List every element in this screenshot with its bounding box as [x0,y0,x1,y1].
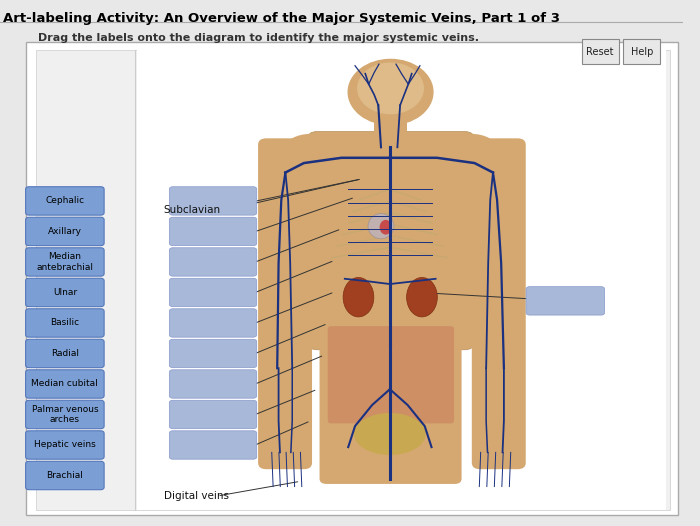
FancyBboxPatch shape [26,42,678,515]
FancyBboxPatch shape [472,138,526,469]
Ellipse shape [343,278,374,317]
FancyBboxPatch shape [169,217,257,246]
Circle shape [358,63,424,114]
FancyBboxPatch shape [26,431,104,459]
FancyBboxPatch shape [258,138,312,469]
Text: Palmar venous
arches: Palmar venous arches [32,405,98,424]
Circle shape [348,59,433,125]
Ellipse shape [379,220,392,235]
FancyBboxPatch shape [526,287,605,315]
FancyBboxPatch shape [307,132,475,350]
FancyBboxPatch shape [319,329,461,484]
FancyBboxPatch shape [36,50,671,510]
FancyBboxPatch shape [26,217,104,246]
FancyBboxPatch shape [169,309,257,337]
Ellipse shape [445,134,497,163]
FancyBboxPatch shape [169,278,257,307]
Text: Median
antebrachial: Median antebrachial [36,252,93,271]
Ellipse shape [407,278,438,317]
Text: Reset: Reset [587,46,614,57]
Text: Drag the labels onto the diagram to identify the major systemic veins.: Drag the labels onto the diagram to iden… [38,33,479,43]
Text: Subclavian: Subclavian [164,205,221,216]
FancyBboxPatch shape [26,400,104,429]
FancyBboxPatch shape [374,109,407,145]
FancyBboxPatch shape [26,461,104,490]
Text: Cephalic: Cephalic [46,196,85,206]
Text: Ulnar: Ulnar [52,288,77,297]
FancyBboxPatch shape [26,370,104,398]
FancyBboxPatch shape [169,248,257,276]
Text: Hepatic veins: Hepatic veins [34,440,96,450]
Text: Brachial: Brachial [46,471,83,480]
FancyBboxPatch shape [136,50,666,510]
FancyBboxPatch shape [624,39,660,64]
FancyBboxPatch shape [169,400,257,429]
FancyBboxPatch shape [26,278,104,307]
FancyBboxPatch shape [169,431,257,459]
FancyBboxPatch shape [26,339,104,368]
Text: Basilic: Basilic [50,318,79,328]
FancyBboxPatch shape [169,187,257,215]
Ellipse shape [368,214,394,239]
Text: Axillary: Axillary [48,227,82,236]
Ellipse shape [354,413,426,455]
FancyBboxPatch shape [26,309,104,337]
Text: Radial: Radial [51,349,79,358]
Ellipse shape [285,134,336,163]
FancyBboxPatch shape [328,326,454,423]
Text: Median cubital: Median cubital [32,379,98,389]
Text: Digital veins: Digital veins [164,491,229,501]
Text: Help: Help [631,46,653,57]
FancyBboxPatch shape [169,339,257,368]
FancyBboxPatch shape [169,370,257,398]
Text: Art-labeling Activity: An Overview of the Major Systemic Veins, Part 1 of 3: Art-labeling Activity: An Overview of th… [4,12,561,25]
FancyBboxPatch shape [26,248,104,276]
FancyBboxPatch shape [582,39,619,64]
FancyBboxPatch shape [26,187,104,215]
